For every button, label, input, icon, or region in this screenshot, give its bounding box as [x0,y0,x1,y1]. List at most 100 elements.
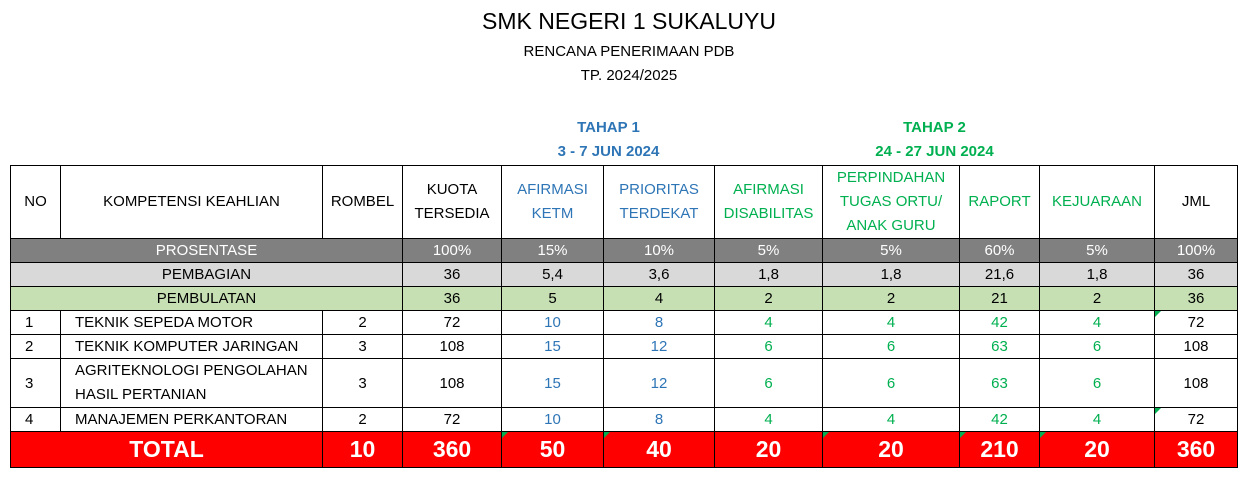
total-ketm: 50 [501,431,604,468]
row-perpindahan: 4 [822,310,960,335]
row-disabilitas: 6 [714,358,823,408]
column-header-row: NO KOMPETENSI KEAHLIAN ROMBEL KUOTA TERS… [10,165,1238,239]
col-prioritas: PRIORITAS TERDEKAT [603,165,715,239]
col-rombel: ROMBEL [322,165,403,239]
pembagian-cell: 3,6 [603,262,715,287]
prosentase-cell: 15% [501,238,604,263]
pembulatan-cell: 2 [822,286,960,311]
total-label: TOTAL [10,431,323,468]
row-prioritas: 8 [603,407,715,432]
row-raport: 63 [959,358,1040,408]
row-raport: 42 [959,310,1040,335]
col-raport: RAPORT [959,165,1040,239]
prosentase-cell: 5% [1039,238,1155,263]
row-jml: 108 [1154,334,1238,359]
plan-subtitle: RENCANA PENERIMAAN PDB [523,43,735,60]
prosentase-cell: 100% [402,238,502,263]
row-rombel: 2 [322,407,403,432]
prosentase-cell: 100% [1154,238,1238,263]
col-no: NO [10,165,61,239]
phase-2-dates: 24 - 27 JUN 2024 [875,143,994,160]
row-rombel: 2 [322,310,403,335]
pembulatan-cell: 36 [1154,286,1238,311]
phase-2-title: TAHAP 2 [903,119,966,136]
total-prioritas: 40 [603,431,715,468]
table-row: 1 TEKNIK SEPEDA MOTOR 2 72 10 8 4 4 42 4… [10,310,1238,335]
col-kompetensi: KOMPETENSI KEAHLIAN [60,165,323,239]
row-prioritas: 8 [603,310,715,335]
row-name: AGRITEKNOLOGI PENGOLAHAN HASIL PERTANIAN [60,358,323,408]
col-kuota: KUOTA TERSEDIA [402,165,502,239]
total-rombel: 10 [322,431,403,468]
total-disabilitas: 20 [714,431,823,468]
prosentase-cell: 5% [822,238,960,263]
row-ketm: 15 [501,334,604,359]
total-kejuaraan: 20 [1039,431,1155,468]
pembulatan-cell: 36 [402,286,502,311]
phase-1-dates: 3 - 7 JUN 2024 [557,143,660,160]
row-kuota: 108 [402,334,502,359]
row-disabilitas: 6 [714,334,823,359]
row-prioritas: 12 [603,358,715,408]
row-no: 1 [10,310,61,335]
total-kuota: 360 [402,431,502,468]
pembagian-cell: 36 [1154,262,1238,287]
pembagian-label: PEMBAGIAN [10,262,403,287]
pembagian-cell: 1,8 [1039,262,1155,287]
row-name: TEKNIK SEPEDA MOTOR [60,310,323,335]
row-disabilitas: 4 [714,310,823,335]
pembulatan-cell: 4 [603,286,715,311]
row-kuota: 108 [402,358,502,408]
pembulatan-cell: 21 [959,286,1040,311]
row-rombel: 3 [322,358,403,408]
row-kuota: 72 [402,407,502,432]
col-afirmasi-disabilitas: AFIRMASI DISABILITAS [714,165,823,239]
pembulatan-cell: 2 [1039,286,1155,311]
pembulatan-cell: 2 [714,286,823,311]
pembagian-cell: 1,8 [822,262,960,287]
prosentase-cell: 60% [959,238,1040,263]
admission-plan-table: NO KOMPETENSI KEAHLIAN ROMBEL KUOTA TERS… [10,165,1238,468]
phase-1-title: TAHAP 1 [577,119,640,136]
row-kejuaraan: 6 [1039,334,1155,359]
phase-1-header: TAHAP 1 3 - 7 JUN 2024 [502,116,715,164]
pembulatan-cell: 5 [501,286,604,311]
row-kuota: 72 [402,310,502,335]
total-perpindahan: 20 [822,431,960,468]
col-jml: JML [1154,165,1238,239]
row-raport: 63 [959,334,1040,359]
row-perpindahan: 4 [822,407,960,432]
table-row: 2 TEKNIK KOMPUTER JARINGAN 3 108 15 12 6… [10,334,1238,359]
row-jml: 72 [1154,310,1238,335]
row-kejuaraan: 4 [1039,310,1155,335]
row-ketm: 10 [501,407,604,432]
pembagian-cell: 1,8 [714,262,823,287]
total-raport: 210 [959,431,1040,468]
row-no: 3 [10,358,61,408]
pembagian-row: PEMBAGIAN 36 5,4 3,6 1,8 1,8 21,6 1,8 36 [10,262,1238,287]
total-jml: 360 [1154,431,1238,468]
table-row: 4 MANAJEMEN PERKANTORAN 2 72 10 8 4 4 42… [10,407,1238,432]
row-disabilitas: 4 [714,407,823,432]
row-jml: 72 [1154,407,1238,432]
prosentase-row: PROSENTASE 100% 15% 10% 5% 5% 60% 5% 100… [10,238,1238,263]
pembulatan-row: PEMBULATAN 36 5 4 2 2 21 2 36 [10,286,1238,311]
row-jml: 108 [1154,358,1238,408]
row-ketm: 15 [501,358,604,408]
row-kejuaraan: 6 [1039,358,1155,408]
pembagian-cell: 5,4 [501,262,604,287]
row-prioritas: 12 [603,334,715,359]
school-year: TP. 2024/2025 [580,67,678,84]
row-kejuaraan: 4 [1039,407,1155,432]
row-rombel: 3 [322,334,403,359]
row-name: TEKNIK KOMPUTER JARINGAN [60,334,323,359]
col-perpindahan: PERPINDAHAN TUGAS ORTU/ ANAK GURU [822,165,960,239]
row-perpindahan: 6 [822,358,960,408]
row-name: MANAJEMEN PERKANTORAN [60,407,323,432]
row-no: 4 [10,407,61,432]
row-raport: 42 [959,407,1040,432]
pembulatan-label: PEMBULATAN [10,286,403,311]
total-row: TOTAL 10 360 50 40 20 20 210 20 360 [10,431,1238,468]
col-kejuaraan: KEJUARAAN [1039,165,1155,239]
prosentase-cell: 10% [603,238,715,263]
